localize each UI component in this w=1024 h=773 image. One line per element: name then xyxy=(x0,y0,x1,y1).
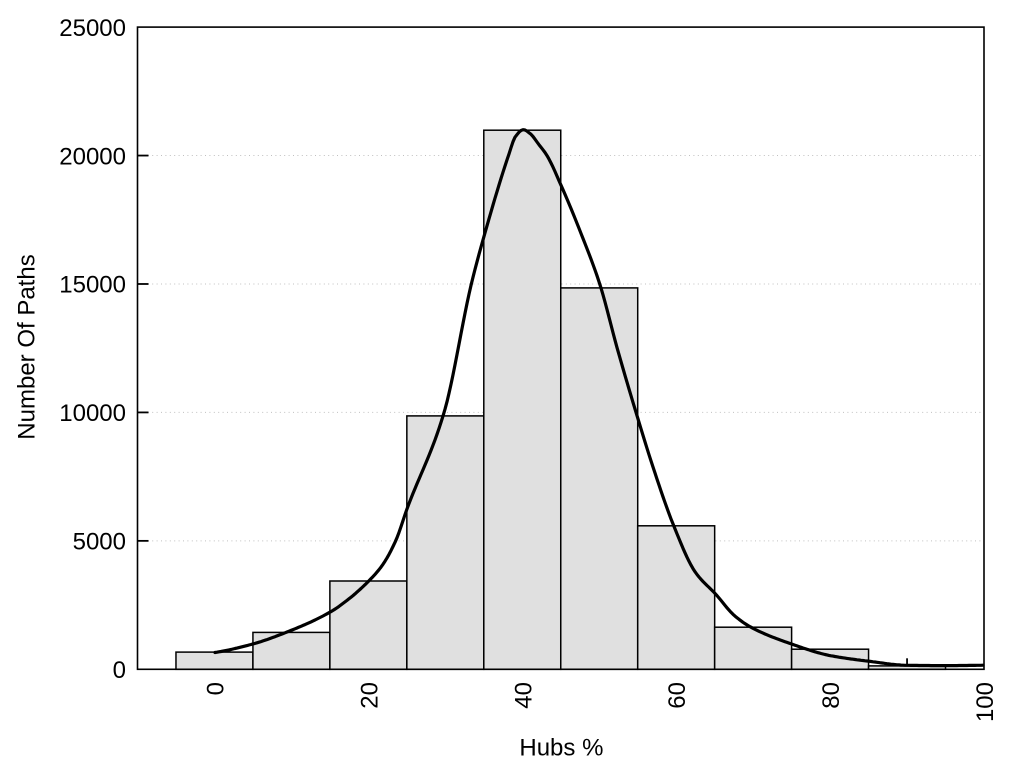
svg-text:10000: 10000 xyxy=(59,400,126,427)
svg-text:15000: 15000 xyxy=(59,272,126,299)
svg-text:20: 20 xyxy=(356,682,383,709)
svg-text:100: 100 xyxy=(972,682,999,722)
svg-text:60: 60 xyxy=(664,682,691,709)
svg-text:20000: 20000 xyxy=(59,143,126,170)
svg-text:5000: 5000 xyxy=(73,529,126,556)
svg-text:80: 80 xyxy=(818,682,845,709)
svg-text:25000: 25000 xyxy=(59,15,126,42)
svg-text:0: 0 xyxy=(113,657,126,684)
svg-text:Number Of Paths: Number Of Paths xyxy=(14,254,41,439)
svg-text:Hubs %: Hubs % xyxy=(519,735,603,762)
svg-text:0: 0 xyxy=(202,682,229,695)
svg-text:40: 40 xyxy=(510,682,537,709)
